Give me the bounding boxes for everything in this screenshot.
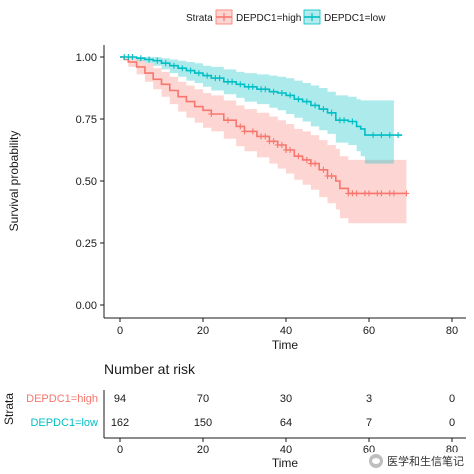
censor-mark-low bbox=[386, 132, 393, 139]
censor-mark-high bbox=[320, 166, 327, 173]
legend-label-low: DEPDC1=low bbox=[324, 13, 386, 24]
legend-title: Strata bbox=[186, 13, 213, 24]
censor-mark-high bbox=[287, 147, 294, 153]
risk-row-label-high: DEPDC1=high bbox=[26, 393, 98, 405]
censor-mark-low bbox=[303, 98, 310, 105]
censor-mark-high bbox=[403, 190, 410, 197]
censor-mark-high bbox=[270, 138, 277, 145]
censor-mark-high bbox=[208, 111, 215, 117]
censor-mark-low bbox=[170, 62, 177, 69]
censor-mark-high bbox=[237, 123, 244, 130]
x-tick-label: 20 bbox=[197, 325, 209, 337]
risk-row-label-low: DEPDC1=low bbox=[30, 417, 98, 429]
censor-mark-low bbox=[154, 57, 161, 64]
censor-mark-low bbox=[295, 96, 302, 103]
censor-mark-low bbox=[378, 132, 385, 139]
censor-mark-low bbox=[320, 106, 327, 113]
censor-mark-high bbox=[249, 128, 256, 135]
risk-table: Number at risk Strata DEPDC1=high DEPDC1… bbox=[2, 361, 466, 470]
censor-mark-low bbox=[341, 117, 348, 124]
legend-key-low bbox=[303, 9, 321, 25]
censor-mark-low bbox=[146, 56, 153, 63]
y-ticks: 0.00 0.25 0.50 0.75 1.00 bbox=[76, 52, 104, 312]
y-tick-label: 0.50 bbox=[76, 176, 97, 188]
censor-mark-low bbox=[370, 132, 377, 139]
watermark: 医学和生信笔记 bbox=[365, 452, 468, 470]
y-tick-label: 0.00 bbox=[76, 300, 97, 312]
censor-mark-low bbox=[129, 54, 136, 60]
risk-cell: 0 bbox=[449, 417, 455, 429]
x-tick-label: 80 bbox=[446, 325, 458, 337]
y-tick-label: 0.75 bbox=[76, 114, 97, 126]
x-axis-label: Time bbox=[272, 338, 299, 352]
risk-x-tick-label: 0 bbox=[117, 444, 123, 456]
censor-mark-high bbox=[366, 190, 372, 197]
y-tick-label: 1.00 bbox=[76, 52, 97, 64]
risk-cell: 94 bbox=[114, 393, 126, 405]
x-ticks: 0 20 40 60 80 bbox=[117, 318, 458, 337]
censor-mark-low bbox=[349, 118, 356, 125]
risk-x-tick-label: 20 bbox=[197, 444, 209, 456]
wechat-icon bbox=[369, 454, 383, 468]
censor-mark-low bbox=[187, 67, 194, 74]
censor-mark-low bbox=[216, 75, 223, 82]
x-tick-label: 60 bbox=[363, 325, 375, 337]
x-tick-label: 40 bbox=[280, 325, 292, 337]
y-tick-label: 0.25 bbox=[76, 238, 97, 250]
censor-mark-low bbox=[328, 109, 335, 116]
risk-cell: 30 bbox=[280, 393, 292, 405]
risk-table-title: Number at risk bbox=[104, 361, 196, 377]
censor-mark-high bbox=[328, 173, 335, 179]
censor-marks bbox=[121, 54, 410, 197]
main-axes: 0.00 0.25 0.50 0.75 1.00 0 20 40 60 80 Time Surv… bbox=[7, 45, 466, 352]
censor-mark-low bbox=[287, 92, 294, 99]
censor-mark-high bbox=[295, 153, 302, 160]
censor-mark-low bbox=[270, 88, 277, 95]
censor-mark-low bbox=[237, 81, 244, 88]
censor-mark-high bbox=[303, 156, 310, 163]
censor-mark-low bbox=[278, 90, 285, 96]
confidence-bands bbox=[120, 57, 407, 224]
censor-mark-low bbox=[195, 70, 202, 77]
risk-cell: 3 bbox=[366, 393, 372, 405]
censor-mark-high bbox=[312, 160, 319, 167]
legend-label-high: DEPDC1=high bbox=[236, 13, 301, 24]
risk-x-tick-label: 40 bbox=[280, 444, 292, 456]
censor-mark-low bbox=[262, 86, 269, 93]
censor-mark-low bbox=[395, 132, 402, 139]
risk-cell: 7 bbox=[366, 417, 372, 429]
risk-cell: 0 bbox=[449, 393, 455, 405]
censor-mark-low bbox=[204, 72, 211, 79]
risk-table-ylabel: Strata bbox=[2, 393, 16, 425]
censor-mark-low bbox=[179, 65, 186, 72]
confidence-band-low bbox=[120, 57, 394, 164]
censor-mark-high bbox=[262, 133, 269, 140]
legend-key-high bbox=[215, 9, 233, 25]
risk-cell: 64 bbox=[280, 417, 292, 429]
censor-mark-low bbox=[137, 55, 144, 62]
x-tick-label: 0 bbox=[117, 325, 123, 337]
risk-cell: 70 bbox=[197, 393, 209, 405]
confidence-band-high bbox=[120, 57, 407, 224]
censor-mark-low bbox=[229, 78, 236, 85]
censor-mark-high bbox=[390, 190, 397, 197]
censor-mark-low bbox=[249, 83, 256, 90]
censor-mark-low bbox=[312, 102, 319, 109]
watermark-text: 医学和生信笔记 bbox=[387, 455, 464, 468]
censor-mark-high bbox=[278, 142, 285, 148]
censor-mark-high bbox=[378, 190, 385, 197]
censor-mark-low bbox=[162, 60, 169, 67]
risk-cell: 150 bbox=[194, 417, 212, 429]
risk-x-axis-label: Time bbox=[272, 456, 299, 470]
censor-mark-high bbox=[353, 190, 360, 197]
legend: Strata DEPDC1=high DEPDC1=low bbox=[186, 9, 386, 25]
risk-cell: 162 bbox=[111, 417, 129, 429]
censor-mark-high bbox=[224, 117, 231, 124]
y-axis-label: Survival probability bbox=[7, 131, 21, 232]
censor-mark-high bbox=[241, 128, 248, 135]
